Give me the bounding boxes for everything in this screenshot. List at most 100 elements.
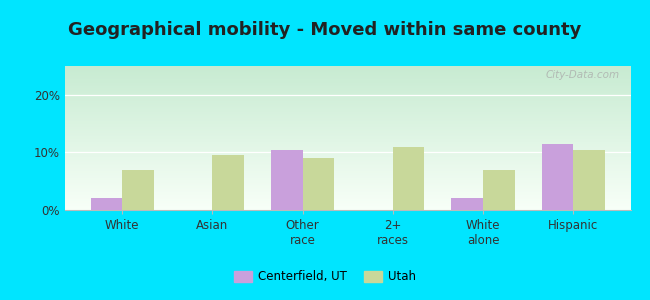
Bar bbox=[65, 111, 630, 112]
Bar bbox=[65, 161, 630, 162]
Bar bbox=[573, 149, 604, 210]
Bar bbox=[393, 147, 424, 210]
Bar bbox=[65, 80, 630, 81]
Bar bbox=[65, 155, 630, 156]
Bar bbox=[65, 185, 630, 186]
Bar bbox=[65, 69, 630, 70]
Bar bbox=[65, 103, 630, 104]
Bar bbox=[65, 147, 630, 148]
Bar bbox=[65, 144, 630, 145]
Bar bbox=[65, 92, 630, 93]
Bar bbox=[65, 101, 630, 102]
Bar bbox=[65, 179, 630, 180]
Bar bbox=[65, 105, 630, 106]
Bar bbox=[65, 184, 630, 185]
Bar bbox=[65, 205, 630, 206]
Bar bbox=[65, 96, 630, 97]
Bar bbox=[65, 160, 630, 161]
Bar bbox=[65, 164, 630, 165]
Bar bbox=[65, 81, 630, 82]
Bar bbox=[65, 95, 630, 96]
Bar bbox=[483, 170, 515, 210]
Bar bbox=[65, 100, 630, 101]
Bar bbox=[65, 206, 630, 207]
Bar bbox=[65, 67, 630, 68]
Bar bbox=[65, 85, 630, 86]
Bar bbox=[65, 202, 630, 203]
Bar bbox=[65, 163, 630, 164]
Bar bbox=[65, 154, 630, 155]
Bar bbox=[65, 123, 630, 124]
Bar bbox=[65, 167, 630, 168]
Bar bbox=[65, 186, 630, 187]
Bar bbox=[65, 177, 630, 178]
Bar bbox=[65, 132, 630, 133]
Bar bbox=[65, 168, 630, 169]
Bar bbox=[452, 199, 483, 210]
Bar bbox=[65, 99, 630, 100]
Bar bbox=[65, 203, 630, 204]
Bar bbox=[65, 151, 630, 152]
Bar bbox=[65, 129, 630, 130]
Bar bbox=[65, 170, 630, 171]
Bar bbox=[65, 182, 630, 183]
Bar bbox=[65, 183, 630, 184]
Legend: Centerfield, UT, Utah: Centerfield, UT, Utah bbox=[229, 266, 421, 288]
Bar bbox=[271, 149, 303, 210]
Bar bbox=[65, 209, 630, 210]
Bar bbox=[65, 117, 630, 118]
Bar bbox=[65, 157, 630, 158]
Bar bbox=[65, 115, 630, 116]
Bar bbox=[65, 193, 630, 194]
Bar bbox=[65, 83, 630, 84]
Bar bbox=[65, 94, 630, 95]
Bar bbox=[65, 66, 630, 67]
Bar bbox=[65, 112, 630, 113]
Bar bbox=[65, 192, 630, 193]
Bar bbox=[65, 200, 630, 201]
Bar bbox=[65, 159, 630, 160]
Bar bbox=[65, 70, 630, 71]
Bar bbox=[65, 82, 630, 83]
Bar bbox=[65, 106, 630, 107]
Bar bbox=[65, 204, 630, 205]
Bar bbox=[65, 137, 630, 138]
Bar bbox=[65, 158, 630, 159]
Bar bbox=[65, 119, 630, 120]
Bar bbox=[65, 86, 630, 87]
Bar bbox=[65, 79, 630, 80]
Bar bbox=[65, 140, 630, 141]
Bar bbox=[65, 156, 630, 157]
Bar bbox=[65, 152, 630, 153]
Bar bbox=[65, 196, 630, 197]
Bar bbox=[65, 165, 630, 166]
Bar bbox=[65, 114, 630, 115]
Bar bbox=[65, 139, 630, 140]
Bar bbox=[65, 146, 630, 147]
Bar bbox=[65, 169, 630, 170]
Bar bbox=[65, 187, 630, 188]
Bar bbox=[65, 188, 630, 189]
Bar bbox=[65, 198, 630, 199]
Bar bbox=[65, 178, 630, 179]
Bar bbox=[65, 118, 630, 119]
Bar bbox=[65, 102, 630, 103]
Bar bbox=[65, 207, 630, 208]
Bar bbox=[65, 174, 630, 175]
Bar bbox=[65, 130, 630, 131]
Bar bbox=[65, 208, 630, 209]
Bar bbox=[65, 78, 630, 79]
Bar bbox=[65, 88, 630, 89]
Bar bbox=[65, 199, 630, 200]
Bar bbox=[65, 171, 630, 172]
Bar bbox=[65, 149, 630, 150]
Bar bbox=[65, 172, 630, 173]
Bar bbox=[65, 148, 630, 149]
Bar bbox=[65, 201, 630, 202]
Bar bbox=[65, 166, 630, 167]
Bar bbox=[65, 73, 630, 74]
Bar bbox=[65, 162, 630, 163]
Bar bbox=[65, 138, 630, 139]
Bar bbox=[65, 71, 630, 72]
Bar bbox=[65, 194, 630, 195]
